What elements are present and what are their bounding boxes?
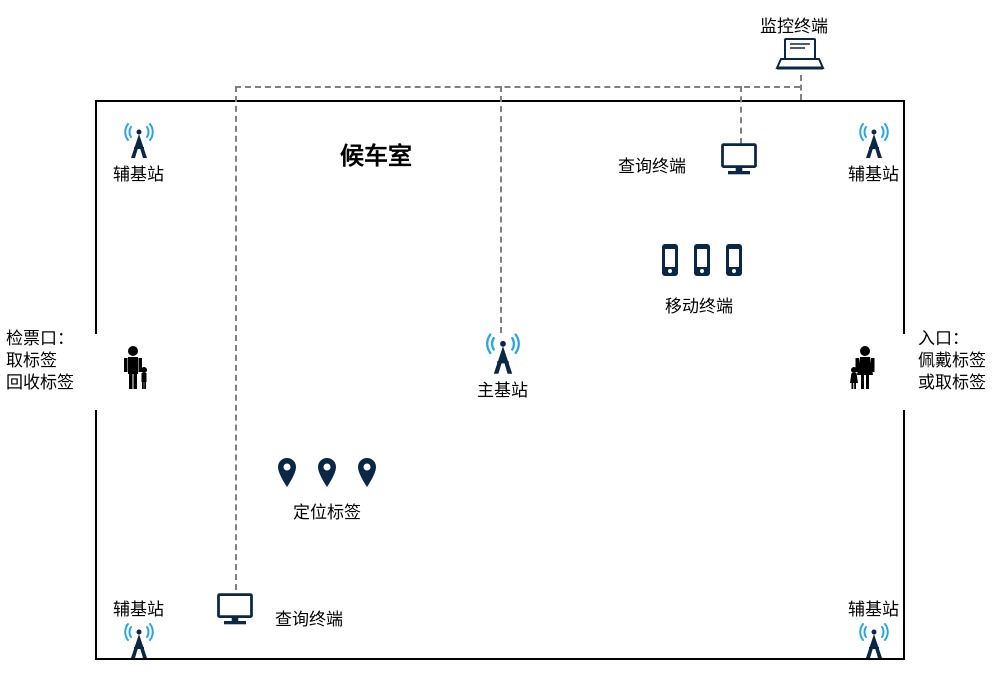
aux-base-bl-label: 辅基站 <box>113 595 164 620</box>
pin-icon <box>315 456 339 490</box>
aux-base-top-right: 辅基站 <box>848 120 899 185</box>
query-terminal-bottom-label: 查询终端 <box>275 605 343 630</box>
phone-icon <box>724 242 744 278</box>
pin-icon <box>275 456 299 490</box>
main-base-station: 主基站 <box>477 330 528 401</box>
aux-base-bottom-right: 辅基站 <box>848 595 899 660</box>
location-tags <box>275 456 379 490</box>
entry-door-gap <box>901 334 907 410</box>
aux-base-br-label: 辅基站 <box>848 595 899 620</box>
mobile-terminals <box>660 242 744 278</box>
aux-base-top-left: 辅基站 <box>113 120 164 185</box>
exit-door-gap <box>93 334 99 410</box>
exit-caption: 检票口： 取标签 回收标签 <box>6 328 92 394</box>
mobile-terminal-label: 移动终端 <box>665 292 733 317</box>
query-terminal-bottom-icon <box>212 588 258 637</box>
dash-to-query-top <box>740 86 742 144</box>
person-entry-icon <box>850 345 880 396</box>
location-tag-label: 定位标签 <box>293 498 361 523</box>
aux-base-bottom-left: 辅基站 <box>113 595 164 660</box>
dash-top-horizontal <box>235 86 800 88</box>
room-title: 候车室 <box>340 136 412 171</box>
monitor-terminal-icon <box>775 33 825 80</box>
query-terminal-top-label: 查询终端 <box>618 152 686 177</box>
person-exit-icon <box>118 345 148 396</box>
entry-caption: 入口： 佩戴标签 或取标签 <box>918 328 1000 394</box>
dash-to-main-base <box>500 86 502 333</box>
pin-icon <box>355 456 379 490</box>
main-base-label: 主基站 <box>477 376 528 401</box>
dash-to-query-bottom <box>235 86 237 590</box>
phone-icon <box>692 242 712 278</box>
query-terminal-top-icon <box>716 138 762 187</box>
phone-icon <box>660 242 680 278</box>
aux-base-tl-label: 辅基站 <box>113 160 164 185</box>
aux-base-tr-label: 辅基站 <box>848 160 899 185</box>
